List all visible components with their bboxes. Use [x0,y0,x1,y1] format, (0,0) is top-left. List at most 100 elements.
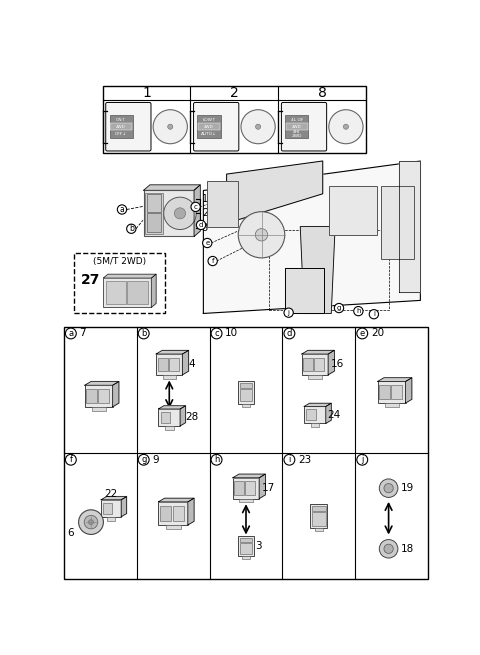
Text: d: d [287,329,292,338]
Polygon shape [259,474,265,498]
Text: c: c [214,329,219,338]
Circle shape [384,483,393,493]
Bar [381,185,414,259]
Text: 10: 10 [225,328,238,339]
Circle shape [241,110,275,143]
Circle shape [84,515,98,529]
Text: g: g [141,455,146,464]
Bar [74,253,166,314]
Text: 4WD: 4WD [116,124,126,129]
Polygon shape [156,350,189,354]
Bar [207,181,238,227]
Bar [381,485,389,491]
Bar [173,506,184,521]
Bar [106,281,126,304]
Circle shape [343,124,348,129]
Bar [312,512,326,526]
Bar [158,502,188,525]
Circle shape [369,310,379,319]
Text: 22: 22 [105,489,118,499]
Text: 16: 16 [330,360,344,369]
Circle shape [117,205,127,214]
Polygon shape [204,161,420,314]
Circle shape [168,124,173,129]
Circle shape [379,479,398,497]
Bar [245,481,255,495]
Text: LOW↑: LOW↑ [202,119,216,122]
Polygon shape [285,268,324,314]
Text: c: c [194,204,198,210]
Text: 9: 9 [152,455,159,465]
Polygon shape [113,381,119,407]
Text: i: i [288,455,290,464]
Bar [285,115,309,138]
Circle shape [127,224,136,233]
FancyBboxPatch shape [106,102,151,151]
Polygon shape [103,274,156,278]
Bar [304,407,326,423]
Circle shape [379,540,398,558]
Bar [103,502,112,514]
Text: f: f [211,258,214,264]
Polygon shape [378,378,412,381]
Bar [379,385,390,399]
Bar [306,409,315,421]
Text: 4: 4 [189,360,195,369]
Circle shape [211,455,222,465]
Bar [242,403,250,407]
Text: 4L OF: 4L OF [291,119,303,122]
Text: j: j [361,455,363,464]
Polygon shape [158,498,194,502]
Text: e: e [360,329,365,338]
Text: h: h [214,455,219,464]
Circle shape [65,328,76,339]
Bar [286,123,308,130]
Bar [86,389,97,403]
Polygon shape [182,350,189,375]
Bar [311,423,319,427]
Bar [314,358,324,371]
Circle shape [255,229,268,241]
Text: b: b [141,329,146,338]
Bar [234,481,244,495]
Polygon shape [300,227,335,314]
Bar [92,407,106,411]
Bar [160,506,171,521]
Circle shape [196,220,206,229]
Bar [85,385,113,407]
Bar [169,358,179,371]
Text: a: a [120,205,124,214]
Bar [163,375,176,379]
Bar [329,185,377,234]
Circle shape [79,510,103,534]
Bar [64,327,428,579]
Bar [240,383,252,388]
Bar [80,517,91,527]
Circle shape [335,303,344,312]
Circle shape [138,455,149,465]
Circle shape [284,308,293,317]
Circle shape [164,197,196,229]
Circle shape [191,202,200,212]
Bar [157,358,168,371]
Text: 7: 7 [79,328,86,339]
Text: h: h [356,308,360,314]
Circle shape [284,328,295,339]
Bar [147,214,161,232]
Text: i: i [373,311,375,317]
Polygon shape [328,350,335,375]
Text: ON↑: ON↑ [116,119,126,122]
Text: 27: 27 [81,273,101,288]
Bar [240,388,252,402]
Bar [240,538,252,542]
Circle shape [255,124,261,129]
Bar [145,193,163,234]
Circle shape [357,455,368,465]
Text: 1: 1 [142,86,151,100]
Text: e: e [205,240,209,246]
Text: 1: 1 [202,195,208,204]
Bar [166,525,180,529]
Bar [198,123,220,130]
Bar [158,409,180,426]
Circle shape [211,328,222,339]
